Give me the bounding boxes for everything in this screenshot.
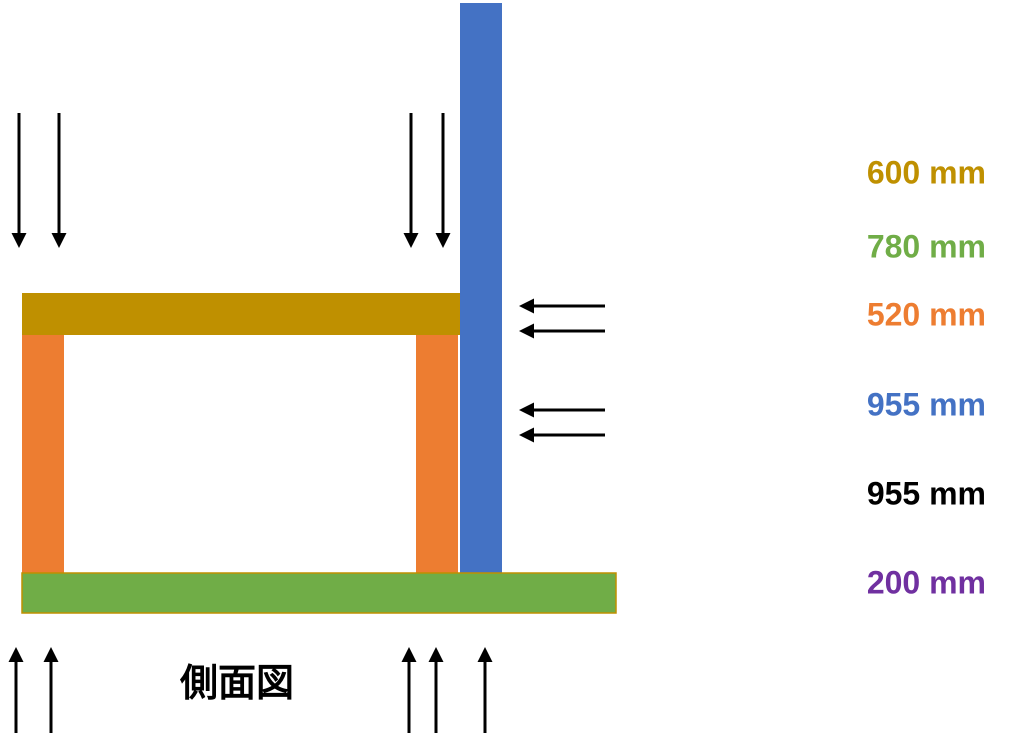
dimension-label: 955 mm	[867, 475, 986, 511]
right-leg	[416, 335, 458, 573]
down-arrows	[11, 113, 451, 248]
left-leg	[22, 335, 64, 573]
dimension-label: 200 mm	[867, 564, 986, 600]
base-board	[21, 572, 617, 614]
dimension-label: 955 mm	[867, 386, 986, 422]
dimension-label: 780 mm	[867, 228, 986, 264]
caption: 側面図	[179, 663, 294, 705]
left-arrows	[519, 298, 605, 443]
dimension-label: 520 mm	[867, 296, 986, 332]
dimension-label: 600 mm	[867, 154, 986, 190]
vertical-post	[460, 3, 502, 573]
up-arrows	[8, 647, 493, 733]
top-board	[22, 293, 460, 335]
